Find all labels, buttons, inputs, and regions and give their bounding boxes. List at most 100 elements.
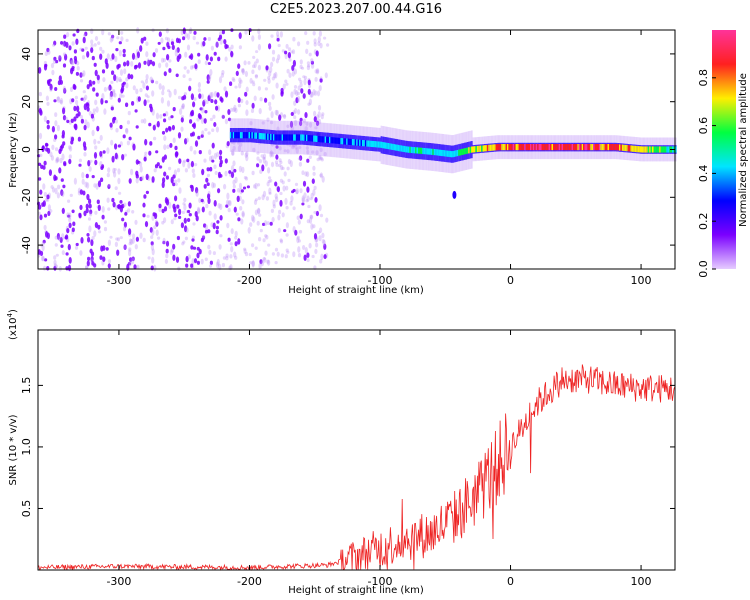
noise-point — [149, 227, 153, 233]
noise-point — [94, 210, 98, 215]
ridge-core — [531, 144, 533, 151]
noise-point — [42, 200, 46, 207]
noise-point — [306, 195, 310, 202]
spectrogram-x-ticks: -300 -200 -100 0 100 — [106, 30, 652, 287]
noise-point — [271, 252, 275, 256]
noise-point — [171, 124, 175, 131]
noise-point — [127, 208, 131, 213]
ridge-core — [397, 144, 400, 152]
ridge-core — [486, 145, 489, 152]
noise-point — [56, 192, 61, 199]
noise-point — [112, 167, 116, 174]
noise-point — [316, 68, 320, 74]
noise-point — [109, 235, 113, 239]
noise-point — [270, 111, 274, 119]
noise-point — [224, 170, 228, 177]
noise-point — [304, 126, 308, 132]
noise-point — [68, 217, 72, 223]
ridge-core — [229, 132, 232, 139]
noise-point — [204, 110, 208, 114]
noise-point — [308, 242, 312, 249]
noise-point — [305, 146, 309, 150]
noise-point — [306, 258, 310, 263]
ridge-core — [254, 132, 256, 139]
noise-point — [239, 79, 243, 84]
ridge-core — [288, 134, 291, 141]
snr-frame — [37, 329, 676, 571]
ridge-core — [432, 148, 434, 155]
noise-point — [184, 168, 188, 173]
noise-point — [49, 209, 53, 213]
noise-point — [68, 45, 72, 51]
noise-point — [158, 31, 162, 37]
noise-point — [259, 259, 263, 265]
noise-point — [194, 63, 198, 70]
noise-point — [256, 163, 260, 168]
noise-point — [61, 130, 65, 137]
y-tick-label: 1.5 — [20, 377, 33, 395]
noise-point — [238, 182, 243, 189]
ridge-core — [465, 147, 467, 155]
noise-point — [301, 197, 305, 204]
noise-point — [42, 183, 46, 190]
noise-point — [216, 258, 220, 266]
noise-point — [172, 137, 176, 144]
noise-point — [321, 239, 325, 244]
ridge-core — [481, 145, 483, 152]
noise-point — [162, 58, 166, 63]
noise-point — [283, 171, 287, 177]
noise-point — [214, 99, 218, 105]
noise-point — [295, 147, 299, 154]
noise-point — [83, 152, 87, 157]
noise-point — [112, 201, 116, 208]
noise-point — [95, 183, 99, 190]
noise-point — [38, 91, 43, 97]
noise-point — [204, 257, 208, 262]
noise-point — [102, 256, 106, 263]
noise-point — [111, 53, 115, 60]
noise-point — [131, 52, 136, 60]
ridge-core — [330, 137, 332, 144]
noise-point — [43, 213, 48, 218]
noise-point — [60, 178, 64, 182]
noise-point — [47, 210, 51, 216]
noise-point — [219, 159, 223, 165]
noise-point — [293, 88, 297, 95]
ridge-core — [601, 144, 604, 151]
noise-point — [176, 204, 180, 209]
noise-point — [298, 161, 302, 167]
ridge-core — [662, 146, 664, 153]
noise-point — [172, 243, 176, 250]
noise-point — [92, 108, 96, 113]
noise-point — [203, 158, 207, 163]
noise-point — [227, 237, 231, 242]
ridge-core — [274, 134, 276, 141]
noise-point — [170, 176, 174, 184]
noise-point — [321, 112, 325, 116]
noise-point — [286, 124, 290, 128]
noise-point — [168, 166, 172, 171]
noise-point — [68, 158, 72, 165]
noise-point — [120, 31, 124, 35]
noise-point — [102, 150, 106, 154]
ridge-core — [334, 137, 337, 144]
noise-point — [173, 88, 177, 96]
ridge-core — [597, 144, 600, 151]
noise-point — [206, 182, 210, 186]
noise-point — [85, 265, 89, 270]
noise-point — [290, 195, 294, 203]
noise-point — [315, 210, 319, 217]
noise-point — [209, 166, 213, 172]
noise-point — [320, 158, 324, 162]
noise-point — [279, 199, 283, 207]
ridge-core — [504, 144, 506, 151]
noise-point — [313, 185, 317, 191]
noise-point — [84, 181, 88, 188]
noise-point — [197, 52, 201, 57]
noise-point — [297, 41, 301, 47]
ridge-core — [273, 134, 275, 141]
ridge-core — [623, 144, 625, 151]
noise-point — [219, 96, 223, 102]
noise-point — [275, 163, 279, 167]
ridge-core — [537, 144, 539, 151]
